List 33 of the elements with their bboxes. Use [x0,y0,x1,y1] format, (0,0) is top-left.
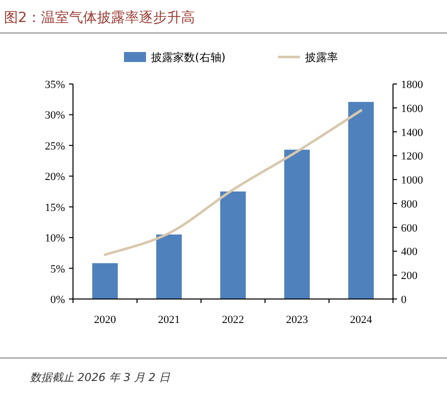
y-tick-label: 25% [44,140,65,152]
y2-tick-label: 200 [401,270,418,282]
y2-tick-label: 800 [401,198,418,210]
x-tick-label: 2021 [158,314,180,326]
y-tick-label: 20% [44,171,65,184]
y2-tick-label: 1400 [401,126,424,139]
y-tick-label: 30% [44,110,65,122]
y2-tick-label: 1000 [401,174,424,187]
y-tick-label: 10% [44,232,65,245]
y2-tick-label: 1200 [401,150,424,163]
x-tick-label: 2022 [222,314,244,326]
y-tick-label: 0% [50,294,65,306]
y2-tick-label: 0 [401,294,407,306]
y-tick-label: 35% [44,79,65,91]
bar [220,192,246,299]
bar [284,150,310,299]
bar [348,102,374,299]
legend-label: 披露家数(右轴) [151,51,226,64]
bar [92,263,118,299]
line-series [104,109,362,256]
text: 数据截止 2026 年 3 月 2 日 [30,371,171,384]
legend-label: 披露率 [305,51,338,64]
y-tick-label: 5% [50,263,65,276]
x-tick-label: 2023 [286,314,308,326]
chart-title: 图2：温室气体披露率逐步升高 [4,10,195,26]
x-tick-label: 2020 [94,314,116,326]
y2-tick-label: 400 [401,246,418,258]
y2-tick-label: 600 [401,222,418,234]
y2-tick-label: 1600 [401,102,424,115]
y2-tick-label: 1800 [401,79,424,91]
y-tick-label: 15% [44,202,65,214]
x-tick-label: 2024 [350,314,372,326]
bar [156,234,182,299]
